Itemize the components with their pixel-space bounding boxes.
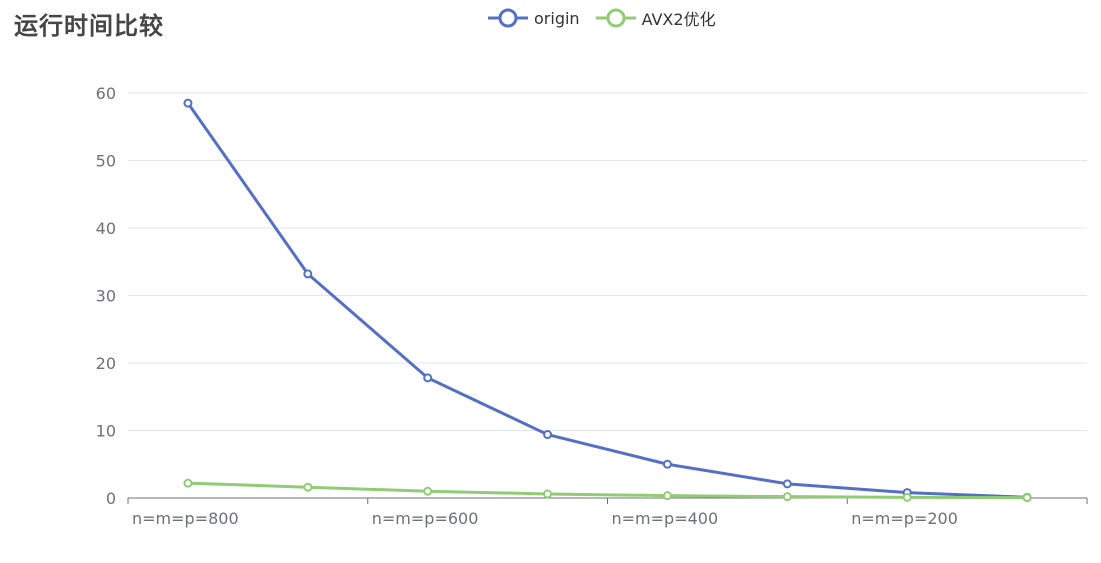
y-tick-label: 50 bbox=[96, 152, 116, 171]
y-tick-label: 10 bbox=[96, 422, 116, 441]
data-point-origin bbox=[183, 98, 193, 108]
data-point-origin bbox=[662, 459, 672, 469]
data-point-origin bbox=[423, 373, 433, 383]
legend: origin AVX2优化 bbox=[488, 6, 716, 30]
y-tick-label: 0 bbox=[106, 489, 116, 508]
data-point-origin bbox=[543, 430, 553, 440]
x-tick-label: n=m=p=400 bbox=[612, 509, 719, 528]
data-point-avx2 bbox=[303, 482, 313, 492]
data-point-avx2 bbox=[423, 486, 433, 496]
y-tick-label: 40 bbox=[96, 219, 116, 238]
data-point-origin bbox=[782, 479, 792, 489]
legend-line-icon bbox=[488, 8, 528, 28]
data-point-avx2 bbox=[1022, 493, 1032, 503]
x-tick-label: n=m=p=200 bbox=[851, 509, 958, 528]
data-point-avx2 bbox=[662, 491, 672, 501]
legend-item-origin[interactable]: origin bbox=[488, 8, 580, 28]
data-point-avx2 bbox=[543, 489, 553, 499]
legend-label-avx2: AVX2优化 bbox=[641, 10, 716, 29]
x-tick-label: n=m=p=600 bbox=[372, 509, 479, 528]
y-tick-label: 20 bbox=[96, 354, 116, 373]
data-point-avx2 bbox=[183, 478, 193, 488]
data-point-avx2 bbox=[782, 492, 792, 502]
chart-title: 运行时间比较 bbox=[14, 12, 164, 40]
x-tick-label: n=m=p=800 bbox=[132, 509, 239, 528]
y-tick-label: 60 bbox=[96, 84, 116, 103]
data-point-origin bbox=[303, 269, 313, 279]
series-line-origin bbox=[186, 102, 1028, 499]
data-point-avx2 bbox=[902, 492, 912, 502]
legend-label-origin: origin bbox=[534, 8, 580, 28]
legend-item-avx2[interactable]: AVX2优化 bbox=[595, 6, 716, 30]
legend-line-icon bbox=[595, 8, 636, 28]
series-line-avx2 bbox=[187, 481, 1028, 500]
y-tick-label: 30 bbox=[96, 287, 116, 306]
